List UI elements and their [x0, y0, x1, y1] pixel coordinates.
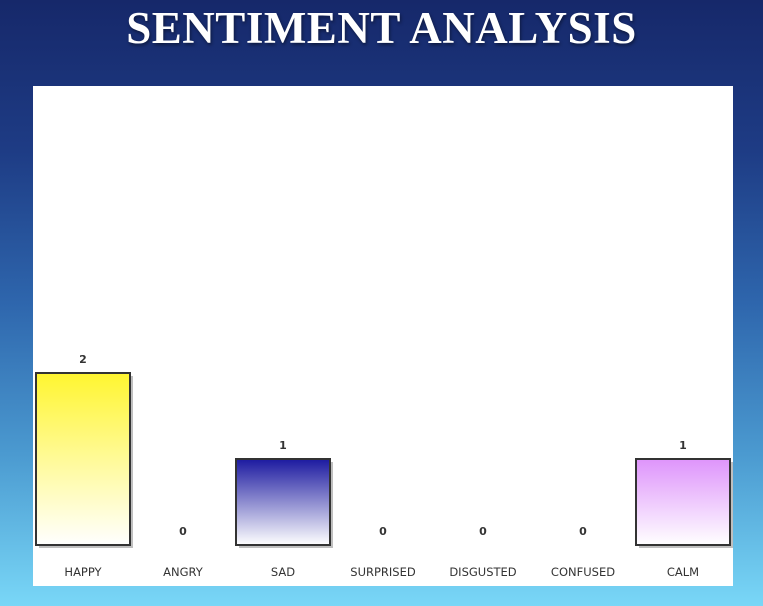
value-label-disgusted: 0 — [479, 525, 487, 538]
value-label-confused: 0 — [579, 525, 587, 538]
bar-calm — [635, 458, 731, 546]
bars-group — [35, 372, 733, 548]
category-label-calm: CALM — [667, 565, 699, 579]
category-labels-group: HAPPY ANGRY SAD SURPRISED DISGUSTED CONFUSED C… — [64, 565, 699, 579]
page-title: SENTIMENT ANALYSIS — [126, 3, 637, 53]
category-label-confused: CONFUSED — [551, 565, 615, 579]
category-label-surprised: SURPRISED — [350, 565, 416, 579]
value-label-calm: 1 — [679, 439, 687, 452]
value-label-happy: 2 — [79, 353, 87, 366]
value-label-angry: 0 — [179, 525, 187, 538]
value-label-sad: 1 — [279, 439, 287, 452]
category-label-disgusted: DISGUSTED — [449, 565, 516, 579]
value-labels-group: 2 0 1 0 0 0 1 — [79, 353, 687, 538]
category-label-happy: HAPPY — [64, 565, 102, 579]
category-label-sad: SAD — [271, 565, 295, 579]
bar-sad — [235, 458, 331, 546]
sentiment-bar-chart: 2 0 1 0 0 0 1 HAPPY ANGRY SAD SURPRISED DISGUSTED C… — [35, 353, 733, 579]
category-label-angry: ANGRY — [163, 565, 204, 579]
chart-panel: 2 0 1 0 0 0 1 HAPPY ANGRY SAD SURPRISED DISGUSTED C… — [33, 86, 733, 586]
bar-happy — [35, 372, 131, 546]
value-label-surprised: 0 — [379, 525, 387, 538]
